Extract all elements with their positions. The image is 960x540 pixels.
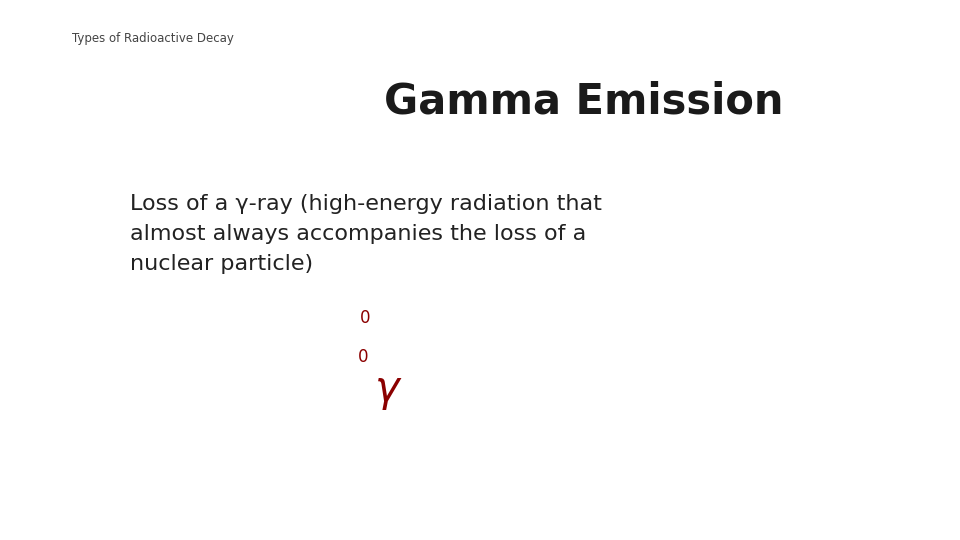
Text: Loss of a γ-ray (high-energy radiation that
almost always accompanies the loss o: Loss of a γ-ray (high-energy radiation t… xyxy=(130,194,602,274)
Text: Gamma Emission: Gamma Emission xyxy=(384,81,783,123)
Text: $\gamma$: $\gamma$ xyxy=(374,370,403,412)
Text: 0: 0 xyxy=(358,348,369,366)
Text: Types of Radioactive Decay: Types of Radioactive Decay xyxy=(72,32,234,45)
Text: 0: 0 xyxy=(360,309,371,327)
